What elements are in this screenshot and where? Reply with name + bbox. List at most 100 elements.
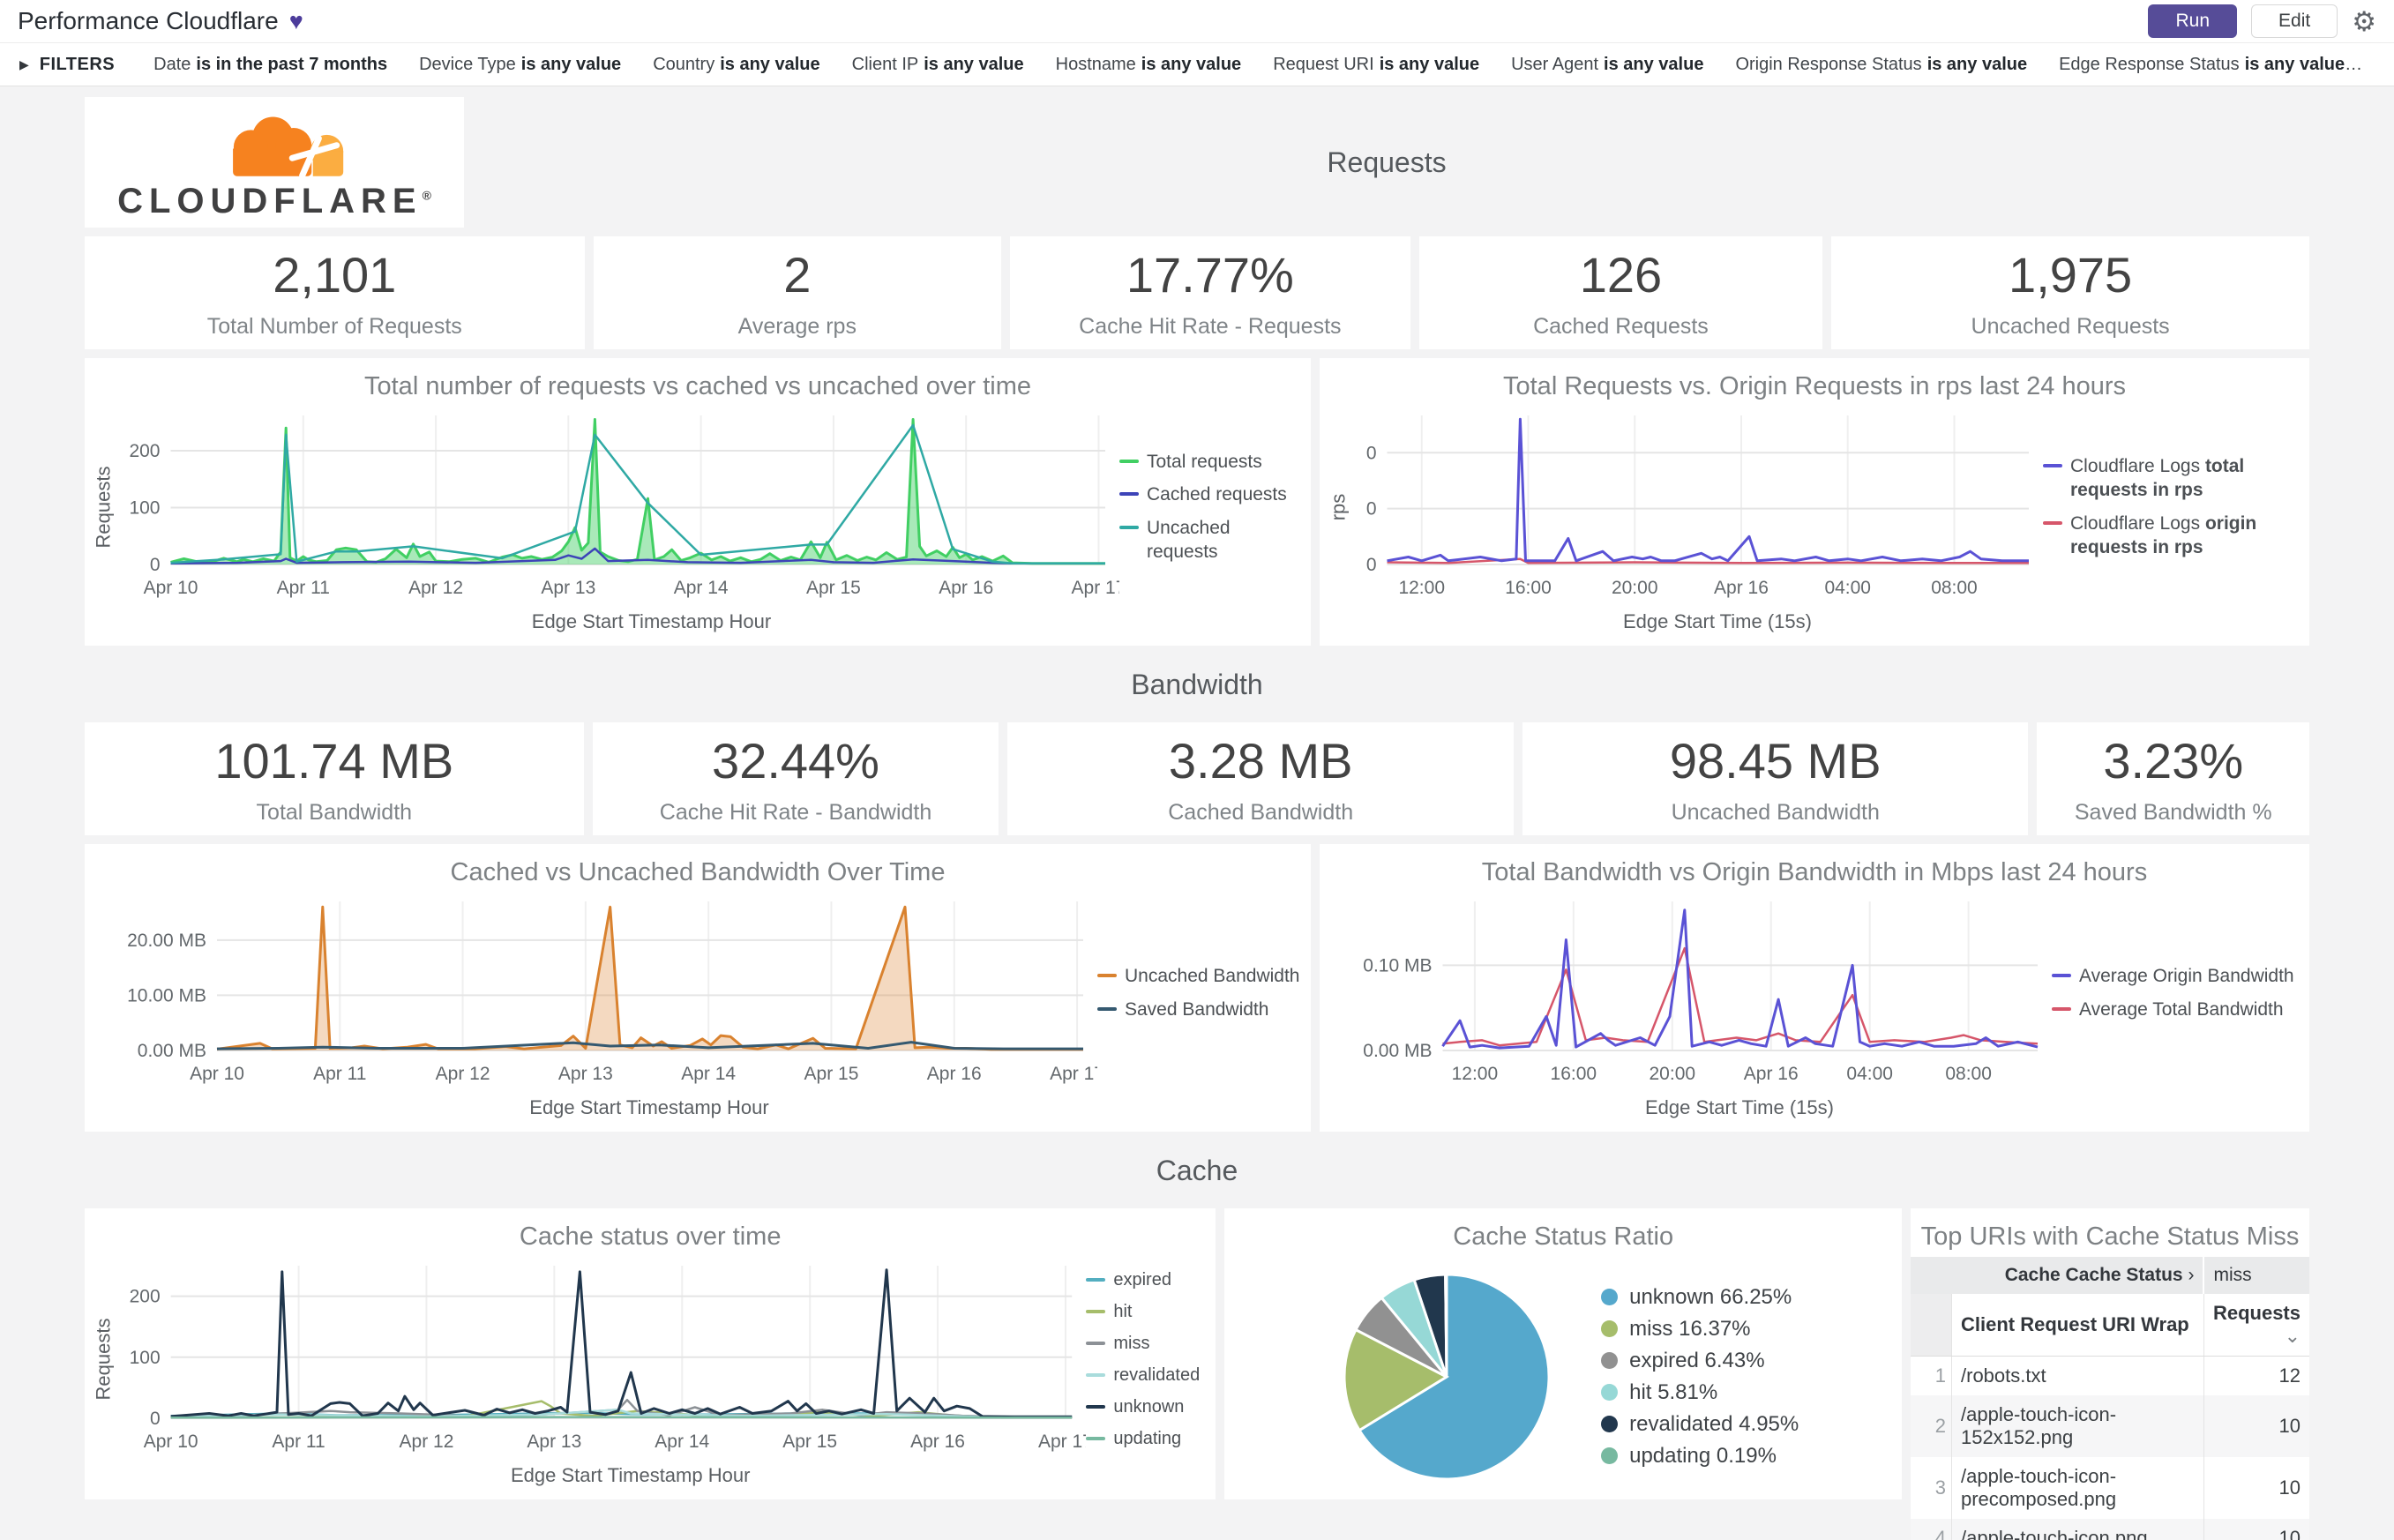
legend-item[interactable]: hit 5.81%	[1601, 1380, 1799, 1405]
svg-text:Apr 16: Apr 16	[1744, 1064, 1799, 1084]
legend-label: updating	[1113, 1428, 1182, 1448]
chart-legend: Cloudflare Logs total requests in rps Clo…	[2043, 403, 2309, 610]
bandwidth-over-time-plot[interactable]: Apr 10 Apr 11 Apr 12 Apr 13 Apr 14 Apr 15 Apr …	[122, 889, 1097, 1096]
svg-text:Apr 16: Apr 16	[1714, 578, 1769, 598]
filter-item[interactable]: Country is any value	[653, 54, 820, 74]
kpi-value: 32.44%	[712, 733, 879, 789]
svg-text:Apr 11: Apr 11	[313, 1064, 366, 1084]
legend-label: Cloudflare Logs total requests in rps	[2070, 455, 2245, 501]
svg-text:20:00: 20:00	[1612, 578, 1658, 598]
legend-item[interactable]: hit	[1086, 1300, 1205, 1323]
filter-item[interactable]: Edge Response Status is any value	[2059, 54, 2345, 74]
table-row[interactable]: 4/apple-touch-icon.png 10	[1911, 1519, 2309, 1540]
filter-item[interactable]: Date is in the past 7 months	[153, 54, 388, 74]
filter-item[interactable]: Request URI is any value	[1273, 54, 1480, 74]
legend-label: unknown 66.25%	[1629, 1284, 1792, 1309]
pie-slice[interactable]	[1358, 1272, 1551, 1480]
chart-title: Total Bandwidth vs Origin Bandwidth in M…	[1481, 858, 2148, 886]
cache-status-ratio-pie[interactable]	[1328, 1269, 1566, 1484]
legend-item[interactable]: updating 0.19%	[1601, 1444, 1799, 1469]
kpi-value: 101.74 MB	[214, 733, 454, 789]
svg-text:100: 100	[130, 1348, 161, 1368]
filter-item[interactable]: User Agent is any value	[1511, 54, 1704, 74]
table-row[interactable]: 3/apple-touch-icon-precomposed.png 10	[1911, 1457, 2309, 1519]
pivot-field-header[interactable]: Cache Cache Status ›	[1911, 1257, 2204, 1294]
charts-row-requests: Total number of requests vs cached vs un…	[85, 358, 2309, 646]
legend-item[interactable]: Total requests	[1119, 450, 1300, 474]
svg-text:Apr 16: Apr 16	[910, 1432, 965, 1452]
gear-icon[interactable]: ⚙	[2352, 5, 2376, 37]
x-axis-title: Edge Start Time (15s)	[1623, 610, 1812, 632]
svg-text:0: 0	[1366, 443, 1377, 463]
legend-item[interactable]: miss 16.37%	[1601, 1317, 1799, 1342]
bandwidth-last-24h-plot[interactable]: 12:00 16:00 20:00 Apr 16 04:00 08:00 0.00 MB 0.…	[1357, 889, 2052, 1096]
x-axis-title: Edge Start Time (15s)	[1645, 1096, 1834, 1118]
filters-label[interactable]: FILTERS	[39, 54, 116, 74]
pie-slice[interactable]	[1343, 1327, 1450, 1432]
chart-title: Cache Status Ratio	[1453, 1222, 1674, 1251]
svg-text:Apr 13: Apr 13	[558, 1064, 613, 1084]
svg-text:Apr 11: Apr 11	[272, 1432, 325, 1452]
filter-item[interactable]: Origin Response Status is any value	[1735, 54, 2028, 74]
cache-row: Cache status over time Requests Apr 10 Ap…	[85, 1208, 2309, 1540]
table-row[interactable]: 1/robots.txt 12	[1911, 1356, 2309, 1395]
legend-item[interactable]: revalidated	[1086, 1364, 1205, 1387]
rps-last-24h-plot[interactable]: 12:00 16:00 20:00 Apr 16 04:00 08:00 0 0 0	[1357, 403, 2043, 610]
legend-item[interactable]: expired	[1086, 1268, 1205, 1291]
legend-item[interactable]: unknown 66.25%	[1601, 1285, 1799, 1310]
svg-text:Apr 17: Apr 17	[1050, 1064, 1097, 1084]
legend-item[interactable]: Cloudflare Logs total requests in rps	[2043, 454, 2299, 503]
filters-caret-icon[interactable]: ▶	[19, 56, 29, 71]
legend-label: Saved Bandwidth	[1125, 998, 1269, 1020]
kpi-total-requests: 2,101 Total Number of Requests	[85, 236, 585, 349]
uri-column-header[interactable]: Client Request URI Wrap	[1951, 1294, 2204, 1357]
legend-swatch-icon	[1601, 1289, 1619, 1305]
x-axis-title: Edge Start Timestamp Hour	[510, 1464, 751, 1486]
legend-item[interactable]: revalidated 4.95%	[1601, 1412, 1799, 1437]
kpi-row-requests: 2,101 Total Number of Requests 2 Average…	[85, 236, 2309, 349]
edit-button[interactable]: Edit	[2251, 4, 2338, 38]
pivot-value-header[interactable]: miss	[2203, 1257, 2309, 1294]
svg-text:Apr 16: Apr 16	[927, 1064, 982, 1084]
legend-label: Cached requests	[1147, 484, 1287, 505]
legend-item[interactable]: Cached requests	[1119, 482, 1300, 506]
kpi-value: 1,975	[2009, 247, 2133, 303]
kpi-cache-hit-rate-bandwidth: 32.44% Cache Hit Rate - Bandwidth	[592, 722, 999, 835]
legend-item[interactable]: Average Total Bandwidth	[2052, 998, 2299, 1021]
legend-swatch-icon	[1601, 1352, 1619, 1369]
legend-item[interactable]: Cloudflare Logs origin requests in rps	[2043, 512, 2299, 560]
top-bar: Performance Cloudflare ♥ Run Edit ⚙	[0, 0, 2394, 43]
svg-text:Apr 14: Apr 14	[674, 578, 729, 598]
legend-swatch-icon	[1601, 1416, 1619, 1432]
legend-swatch-icon	[1097, 974, 1117, 978]
cache-status-plot[interactable]: Apr 10 Apr 11 Apr 12 Apr 13 Apr 14 Apr 15 Apr …	[122, 1253, 1086, 1464]
y-axis-title: Requests	[92, 466, 115, 548]
requests-column-header[interactable]: Requests ⌄	[2203, 1294, 2309, 1357]
legend-item[interactable]: Uncached requests	[1119, 516, 1300, 564]
sort-desc-icon: ⌄	[2284, 1325, 2300, 1347]
svg-text:04:00: 04:00	[1846, 1064, 1893, 1084]
filter-item[interactable]: Hostname is any value	[1055, 54, 1242, 74]
filter-item[interactable]: Device Type is any value	[419, 54, 622, 74]
requests-header-row: CLOUDFLARE® Requests	[85, 97, 2309, 228]
svg-text:Apr 15: Apr 15	[806, 578, 861, 598]
table-row[interactable]: 2/apple-touch-icon-152x152.png 10	[1911, 1395, 2309, 1457]
legend-item[interactable]: unknown	[1086, 1395, 1205, 1418]
svg-text:Apr 17: Apr 17	[1072, 578, 1119, 598]
run-button[interactable]: Run	[2148, 4, 2238, 38]
filter-item[interactable]: Client IP is any value	[851, 54, 1024, 74]
requests-over-time-plot[interactable]: Apr 10 Apr 11 Apr 12 Apr 13 Apr 14 Apr 15 Apr …	[122, 403, 1119, 610]
row-number: 1	[1911, 1356, 1952, 1395]
legend-item[interactable]: Uncached Bandwidth	[1097, 964, 1300, 988]
legend-label: revalidated 4.95%	[1629, 1411, 1799, 1436]
legend-item[interactable]: Saved Bandwidth	[1097, 998, 1300, 1021]
section-title-requests: Requests	[1327, 146, 1447, 178]
pie-slice[interactable]	[1444, 1272, 1448, 1377]
uri-cell: /apple-touch-icon.png	[1961, 1527, 2148, 1540]
legend-item[interactable]: expired 6.43%	[1601, 1349, 1799, 1373]
svg-text:Apr 15: Apr 15	[782, 1432, 837, 1452]
legend-item[interactable]: miss	[1086, 1332, 1205, 1355]
legend-item[interactable]: Average Origin Bandwidth	[2052, 964, 2299, 988]
charts-row-bandwidth: Cached vs Uncached Bandwidth Over Time A…	[85, 844, 2309, 1132]
legend-item[interactable]: updating	[1086, 1427, 1205, 1450]
